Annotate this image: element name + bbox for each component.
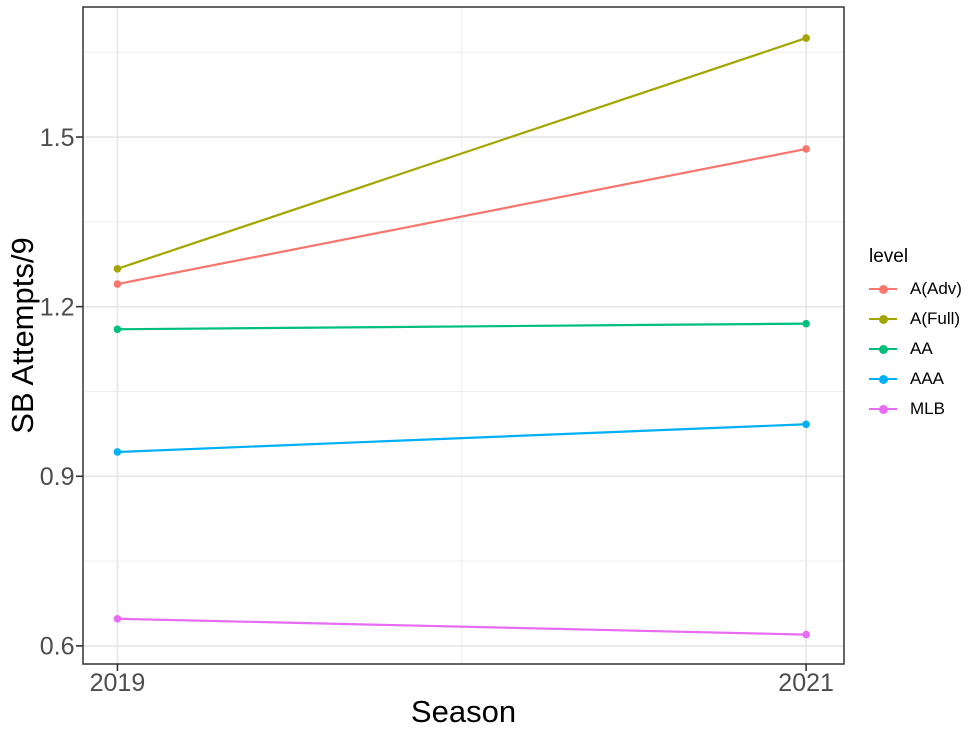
legend-key-dot-icon (878, 284, 888, 294)
legend-entry-a-full: A(Full) (869, 304, 962, 334)
legend-entry-a-adv: A(Adv) (869, 274, 962, 304)
legend-key-dot-icon (878, 404, 888, 414)
legend-key-dot-icon (878, 344, 888, 354)
legend-label: A(Adv) (910, 279, 962, 298)
legend-key-line-dot-icon (869, 364, 897, 394)
legend-entry-mlb: MLB (869, 394, 962, 424)
legend-key-dot-icon (878, 314, 888, 324)
y-tick-label-1-5: 1.5 (40, 124, 75, 152)
legend-key-line-dot-icon (869, 394, 897, 424)
legend-key-line-dot-icon (869, 334, 897, 364)
y-tick-label-0-6: 0.6 (40, 633, 75, 661)
legend-label: MLB (910, 399, 945, 418)
y-tick-label-1-2: 1.2 (40, 293, 75, 321)
legend: level A(Adv) A(Full) AA (869, 246, 962, 424)
y-axis-title: SB Attempts/9 (5, 237, 40, 433)
legend-label: AAA (910, 369, 945, 388)
legend-label: AA (910, 339, 933, 358)
plot-geometry (76, 6, 845, 671)
x-tick-label-2021: 2021 (778, 669, 834, 697)
legend-entry-aa: AA (869, 334, 962, 364)
x-tick-label-2019: 2019 (90, 669, 146, 697)
legend-label: A(Full) (910, 309, 961, 328)
y-tick-label-0-9: 0.9 (40, 463, 75, 491)
legend-title: level (869, 246, 909, 267)
legend-entry-aaa: AAA (869, 364, 962, 394)
legend-key-line-dot-icon (869, 274, 897, 304)
x-axis-title: Season (411, 694, 516, 729)
legend-key-dot-icon (878, 374, 888, 384)
legend-key-line-dot-icon (869, 304, 897, 334)
